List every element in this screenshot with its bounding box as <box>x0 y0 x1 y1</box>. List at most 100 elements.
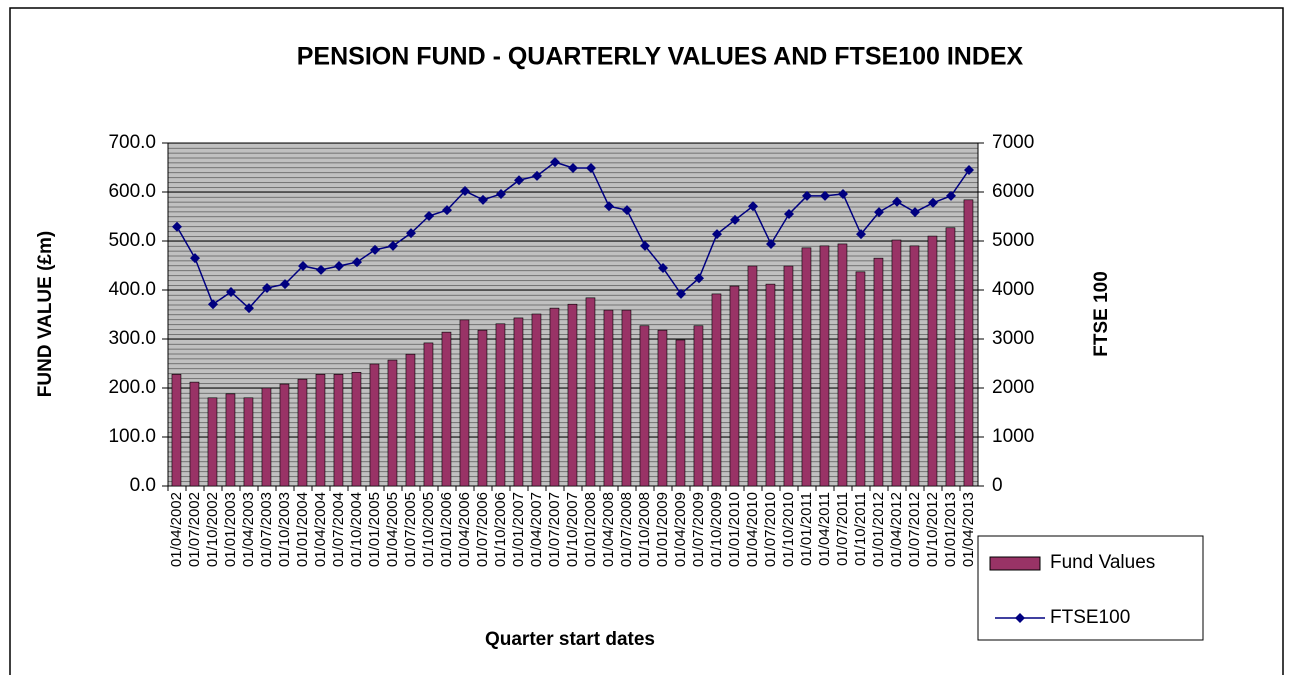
bar <box>855 271 866 487</box>
marker <box>316 264 326 275</box>
bar <box>819 245 830 487</box>
bar <box>459 319 470 487</box>
marker <box>694 273 704 284</box>
bar <box>801 247 812 487</box>
x-tick-label: 01/04/2006 <box>456 492 473 567</box>
x-tick-label: 01/01/2010 <box>726 492 743 567</box>
x-tick-label: 01/01/2007 <box>510 492 527 567</box>
bar <box>891 239 902 487</box>
legend-label: FTSE100 <box>1050 607 1130 628</box>
marker <box>298 260 308 271</box>
bar <box>603 309 614 487</box>
bar <box>945 227 956 487</box>
legend <box>977 535 1204 641</box>
marker <box>802 190 812 201</box>
marker <box>352 257 362 268</box>
marker <box>442 205 452 216</box>
x-tick-label: 01/07/2003 <box>258 492 275 567</box>
bar <box>351 372 362 487</box>
x-tick-label: 01/07/2006 <box>474 492 491 567</box>
x-tick-label: 01/04/2007 <box>528 492 545 567</box>
y2-tick-label: 7000 <box>992 132 1034 153</box>
bar <box>531 313 542 487</box>
marker <box>784 209 794 220</box>
bar <box>693 325 704 487</box>
x-tick-label: 01/10/2008 <box>636 492 653 567</box>
marker <box>262 283 272 294</box>
x-tick-label: 01/01/2004 <box>294 492 311 567</box>
y-tick-label: 200.0 <box>108 377 156 398</box>
y-axis-title: FUND VALUE (£m) <box>35 231 56 397</box>
bar <box>441 331 452 487</box>
marker <box>676 288 686 299</box>
bar <box>171 373 182 487</box>
marker <box>334 260 344 271</box>
marker <box>532 170 542 181</box>
x-tick-label: 01/01/2009 <box>654 492 671 567</box>
bar <box>585 297 596 487</box>
bar <box>243 397 254 487</box>
bar <box>369 363 380 487</box>
marker <box>766 238 776 249</box>
marker <box>658 262 668 273</box>
x-tick-label: 01/04/2011 <box>816 492 833 566</box>
y-tick-label: 400.0 <box>108 279 156 300</box>
x-tick-label: 01/01/2011 <box>798 492 815 566</box>
y2-tick-label: 6000 <box>992 181 1034 202</box>
marker <box>964 164 974 175</box>
y2-axis-title: FTSE 100 <box>1091 271 1112 357</box>
x-tick-label: 01/04/2010 <box>744 492 761 567</box>
bar <box>423 342 434 487</box>
y-tick-label: 0.0 <box>130 475 156 496</box>
bar <box>333 373 344 487</box>
x-tick-label: 01/07/2004 <box>330 492 347 567</box>
x-tick-label: 01/10/2003 <box>276 492 293 567</box>
marker <box>388 240 398 251</box>
x-tick-label: 01/10/2012 <box>924 492 941 567</box>
x-tick-label: 01/10/2004 <box>348 492 365 567</box>
x-tick-label: 01/04/2009 <box>672 492 689 567</box>
x-tick-label: 01/10/2002 <box>204 492 221 567</box>
bar <box>747 265 758 487</box>
y-tick-label: 700.0 <box>108 132 156 153</box>
marker <box>550 157 560 168</box>
x-tick-label: 01/07/2010 <box>762 492 779 567</box>
x-tick-label: 01/04/2013 <box>960 492 977 567</box>
x-axis-title: Quarter start dates <box>485 629 655 650</box>
bar <box>963 199 974 487</box>
marker <box>406 228 416 239</box>
marker <box>712 229 722 240</box>
bar <box>765 283 776 487</box>
bar <box>495 323 506 487</box>
marker <box>172 221 182 232</box>
x-tick-label: 01/07/2005 <box>402 492 419 567</box>
x-tick-label: 01/04/2003 <box>240 492 257 567</box>
x-tick-label: 01/10/2007 <box>564 492 581 567</box>
x-tick-label: 01/07/2012 <box>906 492 923 567</box>
y2-tick-label: 5000 <box>992 230 1034 251</box>
bar <box>513 317 524 487</box>
y-tick-label: 100.0 <box>108 426 156 447</box>
x-tick-label: 01/10/2005 <box>420 492 437 567</box>
bar <box>657 329 668 487</box>
marker <box>478 194 488 205</box>
y2-tick-label: 3000 <box>992 328 1034 349</box>
bar <box>207 397 218 487</box>
bar <box>783 265 794 487</box>
bar <box>729 285 740 487</box>
marker <box>928 197 938 208</box>
bar <box>549 307 560 487</box>
marker <box>496 188 506 199</box>
y2-tick-label: 2000 <box>992 377 1034 398</box>
x-tick-label: 01/07/2002 <box>186 492 203 567</box>
bar <box>225 393 236 487</box>
bar <box>567 303 578 487</box>
marker <box>748 201 758 212</box>
x-tick-label: 01/04/2002 <box>168 492 185 567</box>
legend-marker <box>1015 613 1025 623</box>
bar <box>621 309 632 487</box>
marker <box>946 190 956 201</box>
x-tick-label: 01/07/2009 <box>690 492 707 567</box>
